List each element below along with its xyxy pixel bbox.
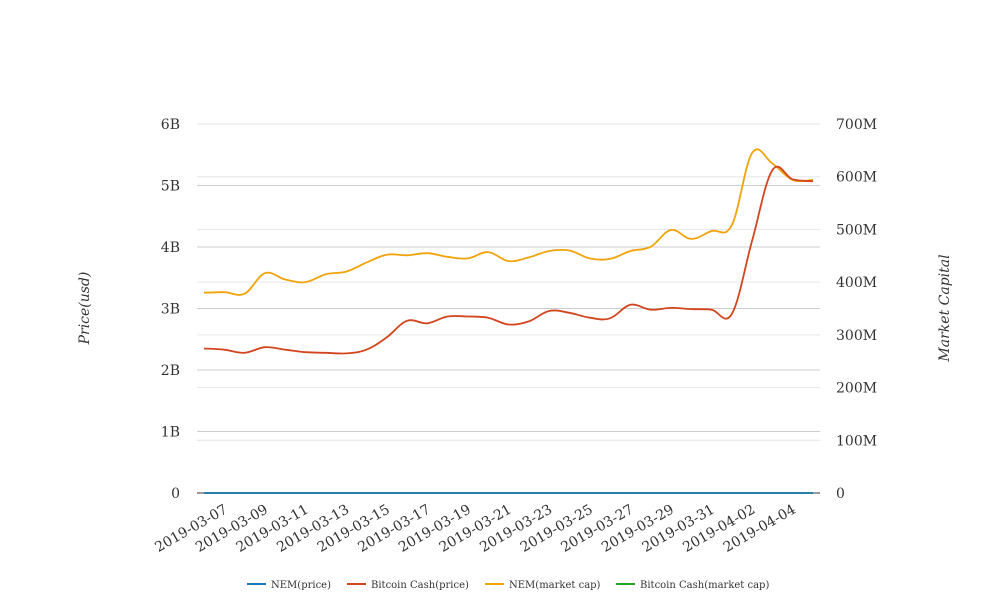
legend-label-nem-market-cap: NEM(market cap) — [509, 580, 601, 591]
right-tick-label: 100M — [836, 433, 877, 449]
left-tick-label: 1B — [161, 425, 180, 441]
right-tick-label: 0 — [836, 486, 845, 502]
right-axis-ticks: 0 100M 200M 300M 400M 500M 600M 700M — [836, 117, 877, 502]
gridlines — [197, 123, 820, 494]
legend-label-bitcoin-cash-market-cap: Bitcoin Cash(market cap) — [640, 580, 769, 591]
left-tick-label: 0 — [171, 486, 180, 502]
legend-label-nem-price: NEM(price) — [271, 580, 331, 591]
left-tick-label: 5B — [161, 179, 180, 195]
right-tick-label: 600M — [836, 170, 877, 186]
left-axis-ticks: 0 1B 2B 3B 4B 5B 6B — [161, 117, 180, 502]
series-line-bitcoin-cash-price — [203, 165, 814, 355]
right-axis-title: Market Capital — [937, 254, 953, 362]
right-tick-label: 400M — [836, 275, 877, 291]
right-tick-label: 200M — [836, 381, 877, 397]
left-tick-label: 4B — [161, 240, 180, 256]
left-tick-label: 2B — [161, 363, 180, 379]
x-axis-ticks: 2019-03-072019-03-092019-03-112019-03-13… — [152, 502, 798, 556]
right-tick-label: 700M — [836, 117, 877, 133]
left-tick-label: 6B — [161, 117, 180, 133]
right-tick-label: 300M — [836, 328, 877, 344]
left-axis-title: Price(usd) — [77, 272, 93, 346]
legend-label-bitcoin-cash-price: Bitcoin Cash(price) — [371, 580, 469, 591]
legend: NEM(price) Bitcoin Cash(price) NEM(market … — [247, 580, 769, 591]
series-line-nem-market-cap — [203, 148, 814, 296]
left-tick-label: 3B — [161, 302, 180, 318]
right-tick-label: 500M — [836, 222, 877, 238]
series-lines — [203, 148, 814, 494]
